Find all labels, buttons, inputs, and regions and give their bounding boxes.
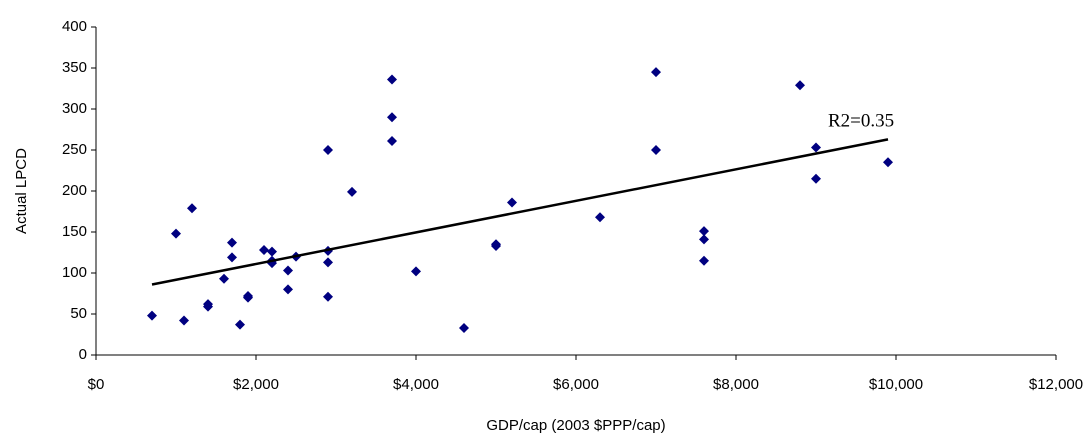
point xyxy=(219,273,229,284)
trend-line xyxy=(151,138,889,286)
point xyxy=(699,234,709,245)
point xyxy=(259,245,269,256)
point xyxy=(283,265,293,276)
point xyxy=(811,173,821,184)
y-tick-label: 250 xyxy=(62,141,87,158)
point xyxy=(795,80,805,91)
point xyxy=(387,112,397,123)
point xyxy=(811,142,821,153)
x-tick-label: $6,000 xyxy=(553,376,599,393)
point xyxy=(171,228,181,239)
point xyxy=(203,301,213,312)
point xyxy=(507,197,517,208)
y-tick-label: 0 xyxy=(79,346,87,363)
point xyxy=(243,292,253,303)
y-tick-label: 350 xyxy=(62,59,87,76)
point xyxy=(147,310,157,321)
point xyxy=(283,284,293,295)
point xyxy=(179,315,189,326)
x-tick-label: $4,000 xyxy=(393,376,439,393)
point xyxy=(411,266,421,277)
point xyxy=(323,145,333,155)
point xyxy=(459,322,469,333)
point xyxy=(187,203,197,214)
x-tick-label: $2,000 xyxy=(233,376,279,393)
x-tick-label: $8,000 xyxy=(713,376,759,393)
point xyxy=(267,246,277,257)
point xyxy=(387,135,397,146)
point xyxy=(699,226,709,237)
point xyxy=(235,319,245,330)
y-tick-label: 50 xyxy=(70,305,87,322)
y-tick-label: 200 xyxy=(62,182,87,199)
point xyxy=(387,74,397,85)
point xyxy=(595,212,605,223)
point xyxy=(651,145,661,155)
point xyxy=(323,291,333,302)
y-axis-title: Actual LPCD xyxy=(13,148,30,234)
y-tick-label: 300 xyxy=(62,100,87,117)
point xyxy=(699,255,709,266)
y-tick-label: 100 xyxy=(62,264,87,281)
x-axis-title: GDP/cap (2003 $PPP/cap) xyxy=(486,417,665,434)
point xyxy=(883,157,893,168)
point xyxy=(347,186,357,197)
point xyxy=(323,257,333,268)
point xyxy=(491,240,501,251)
x-tick-label: $10,000 xyxy=(869,376,923,393)
point xyxy=(227,252,237,263)
r2-annotation: R2=0.35 xyxy=(828,110,894,131)
y-tick-label: 150 xyxy=(62,223,87,240)
x-tick-label: $0 xyxy=(88,376,105,393)
x-tick-label: $12,000 xyxy=(1029,376,1083,393)
point xyxy=(227,237,237,248)
y-tick-label: 400 xyxy=(62,18,87,35)
point xyxy=(651,67,661,78)
